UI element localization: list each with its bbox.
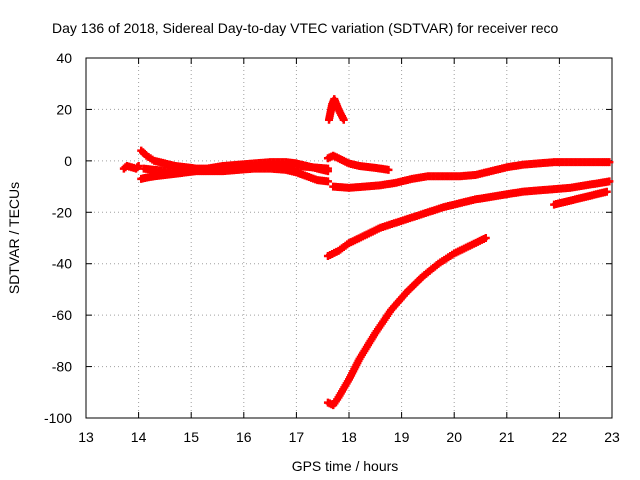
- data-series-group: [119, 162, 143, 173]
- y-axis-label: SDTVAR / TECUs: [6, 182, 22, 294]
- y-tick-label: -80: [52, 359, 72, 375]
- y-tick-label: 0: [64, 153, 72, 169]
- data-series-group: [325, 95, 348, 124]
- grid-lines: [86, 58, 612, 418]
- x-tick-label: 13: [78, 429, 94, 445]
- data-point: [384, 165, 393, 174]
- data-series-group: [139, 160, 332, 176]
- data-series-group: [323, 151, 393, 174]
- x-tick-label: 19: [394, 429, 410, 445]
- data-point: [323, 164, 332, 173]
- data-point: [323, 177, 332, 186]
- x-tick-label: 17: [289, 429, 305, 445]
- axis-labels: Day 136 of 2018, Sidereal Day-to-day VTE…: [6, 20, 558, 474]
- data-point: [602, 187, 611, 196]
- x-tick-label: 15: [183, 429, 199, 445]
- x-tick-label: 16: [236, 429, 252, 445]
- data-point: [481, 234, 490, 242]
- y-tick-label: -100: [44, 410, 72, 426]
- data-series-group: [329, 158, 614, 192]
- data-point: [605, 177, 614, 186]
- data-series-group: [550, 187, 611, 209]
- x-tick-label: 20: [446, 429, 462, 445]
- data-point: [133, 163, 142, 172]
- data-point: [339, 115, 348, 124]
- axes: 13 14 15 16 17 18 19 20 21 22 23 -100 -80 -60 -40 -20 0 2…: [44, 50, 620, 445]
- y-tick-label: -60: [52, 307, 72, 323]
- data-series: [119, 95, 614, 410]
- chart-title: Day 136 of 2018, Sidereal Day-to-day VTE…: [52, 20, 558, 36]
- y-tick-label: -20: [52, 204, 72, 220]
- x-tick-label: 18: [341, 429, 357, 445]
- data-point: [605, 158, 614, 167]
- data-series-group: [323, 177, 614, 260]
- plot-frame: [85, 57, 613, 419]
- x-axis-label: GPS time / hours: [292, 458, 399, 474]
- x-tick-label: 21: [499, 429, 515, 445]
- data-series-group: [323, 234, 490, 410]
- y-tick-label: 20: [56, 101, 72, 117]
- y-tick-label: -40: [52, 256, 72, 272]
- x-tick-label: 22: [552, 429, 568, 445]
- x-tick-label: 23: [604, 429, 620, 445]
- x-tick-label: 14: [131, 429, 147, 445]
- y-tick-label: 40: [56, 50, 72, 66]
- data-point: [134, 162, 143, 170]
